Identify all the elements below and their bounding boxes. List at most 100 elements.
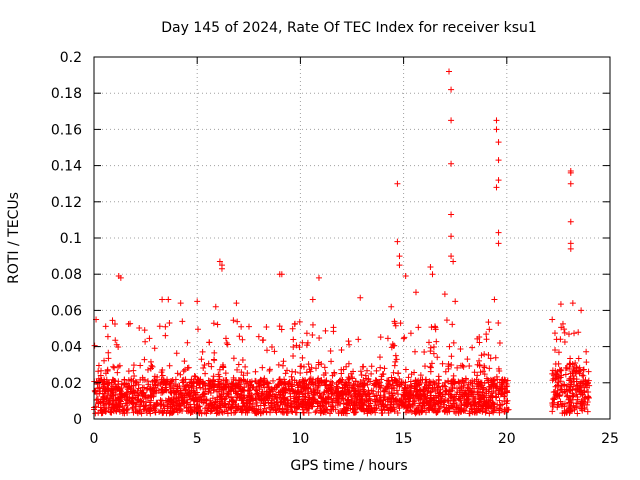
data-point	[127, 320, 134, 327]
data-point	[202, 370, 209, 377]
data-point	[159, 296, 166, 303]
data-point	[427, 363, 434, 370]
data-point	[334, 383, 341, 390]
data-point	[351, 390, 358, 397]
data-point	[191, 372, 198, 379]
data-point	[269, 397, 276, 404]
data-point	[327, 384, 334, 391]
data-point	[197, 376, 204, 383]
data-point	[491, 296, 498, 303]
data-point	[499, 386, 506, 393]
data-point	[316, 334, 323, 341]
data-point	[504, 397, 511, 404]
data-point	[435, 380, 442, 387]
data-point	[501, 392, 508, 399]
data-point	[120, 407, 127, 414]
data-point	[344, 397, 351, 404]
data-point	[305, 390, 312, 397]
data-point	[95, 368, 102, 375]
data-point	[495, 240, 502, 247]
data-point	[551, 330, 558, 337]
data-point	[481, 351, 488, 358]
data-point	[290, 352, 297, 359]
data-point	[278, 326, 285, 333]
data-point	[399, 402, 406, 409]
data-point	[207, 383, 214, 390]
data-point	[503, 383, 510, 390]
data-point	[575, 355, 582, 362]
data-point	[411, 383, 418, 390]
data-point	[310, 392, 317, 399]
data-point	[434, 409, 441, 416]
data-point	[460, 382, 467, 389]
data-point	[583, 359, 590, 366]
data-point	[479, 389, 486, 396]
data-point	[184, 381, 191, 388]
data-point	[413, 409, 420, 416]
data-point	[481, 380, 488, 387]
x-tick-label: 5	[193, 431, 202, 447]
data-point	[392, 358, 399, 365]
data-point	[368, 363, 375, 370]
data-point	[140, 399, 147, 406]
data-point	[357, 368, 364, 375]
data-point	[115, 381, 122, 388]
data-point	[438, 400, 445, 407]
data-point	[224, 341, 231, 348]
data-point	[492, 389, 499, 396]
data-point	[430, 400, 437, 407]
data-point	[477, 369, 484, 376]
data-point	[487, 383, 494, 390]
data-point	[111, 364, 118, 371]
data-point	[110, 397, 117, 404]
data-point	[158, 369, 165, 376]
data-point	[487, 392, 494, 399]
data-point	[96, 384, 103, 391]
data-point	[435, 383, 442, 390]
data-point	[134, 410, 141, 417]
data-point	[170, 387, 177, 394]
data-point	[485, 319, 492, 326]
y-tick-label: 0.2	[60, 50, 82, 66]
data-point	[366, 390, 373, 397]
data-point	[322, 327, 329, 334]
data-point	[496, 397, 503, 404]
data-point	[194, 404, 201, 411]
data-point	[429, 385, 436, 392]
data-point	[475, 380, 482, 387]
data-point	[431, 381, 438, 388]
data-point	[287, 393, 294, 400]
data-point	[310, 380, 317, 387]
data-point	[457, 346, 464, 353]
data-point	[382, 388, 389, 395]
data-point	[335, 379, 342, 386]
data-point	[238, 323, 245, 330]
data-point	[254, 399, 261, 406]
data-point	[457, 385, 464, 392]
data-point	[139, 384, 146, 391]
data-point	[305, 381, 312, 388]
data-point	[480, 368, 487, 375]
data-point	[320, 371, 327, 378]
data-point	[358, 396, 365, 403]
data-point	[180, 376, 187, 383]
data-point	[460, 407, 467, 414]
data-point	[288, 373, 295, 380]
data-point	[350, 387, 357, 394]
data-point	[198, 410, 205, 417]
data-point	[427, 344, 434, 351]
data-point	[163, 387, 170, 394]
data-point	[396, 253, 403, 260]
data-point	[422, 363, 429, 370]
data-point	[447, 397, 454, 404]
data-point	[240, 372, 247, 379]
data-point	[320, 403, 327, 410]
data-point	[383, 404, 390, 411]
data-point	[198, 398, 205, 405]
data-point	[276, 389, 283, 396]
data-point	[496, 340, 503, 347]
data-point	[448, 211, 455, 218]
data-point	[297, 370, 304, 377]
data-point	[218, 387, 225, 394]
data-point	[411, 400, 418, 407]
